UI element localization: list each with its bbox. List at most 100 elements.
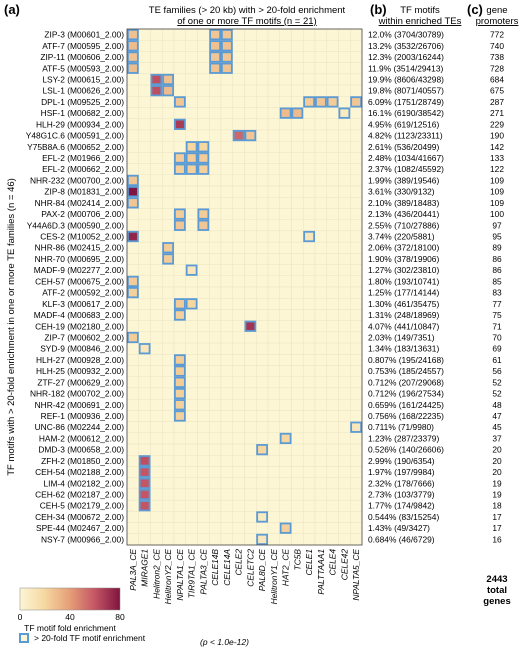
heatmap-cell (162, 163, 175, 176)
heatmap-cell (150, 264, 163, 276)
heatmap-cell (185, 286, 198, 299)
heatmap-cell (197, 466, 210, 478)
heatmap-cell (197, 455, 210, 467)
heatmap-cell (279, 376, 292, 389)
heatmap-cell (303, 511, 316, 523)
heatmap-cell (185, 533, 198, 546)
heatmap-cell (244, 488, 257, 501)
promoter-count: 684 (490, 74, 504, 84)
heatmap-cell (220, 410, 233, 422)
heatmap-cell (267, 28, 280, 41)
heatmap-cell (326, 365, 339, 377)
heatmap-cell (256, 208, 269, 220)
heatmap-cell (162, 96, 175, 108)
heatmap-cell (209, 466, 222, 478)
heatmap-cell (326, 62, 339, 75)
heatmap-cell (244, 107, 257, 119)
heatmap-cell (303, 488, 316, 501)
heatmap-cell (314, 488, 327, 501)
heatmap-cell (314, 410, 327, 422)
heatmap-cell (303, 28, 316, 41)
significance-box (127, 331, 139, 344)
heatmap-cell (150, 398, 163, 411)
heatmap-cell (126, 365, 139, 377)
heatmap-cell (185, 219, 198, 232)
significance-box (209, 51, 221, 63)
heatmap-cell (303, 163, 316, 176)
heatmap-cell (256, 140, 269, 153)
heatmap-cell (291, 365, 304, 377)
heatmap-cell (291, 421, 304, 434)
heatmap-cell (220, 253, 233, 265)
heatmap-cell (314, 107, 327, 119)
heatmap-cell (291, 466, 304, 478)
heatmap-cell (267, 466, 280, 478)
heatmap-cell (350, 152, 363, 164)
promoter-count: 47 (492, 411, 502, 421)
significance-box (232, 129, 245, 142)
significance-box (326, 96, 339, 108)
heatmap-cell (326, 387, 339, 400)
heatmap-cell (197, 365, 210, 377)
heatmap-cell (326, 264, 339, 276)
heatmap-cell (267, 219, 280, 232)
significance-box (127, 197, 139, 209)
heatmap-cell (162, 511, 175, 523)
heatmap-cell (291, 432, 304, 445)
heatmap-cell (256, 28, 269, 41)
heatmap-cell (220, 163, 233, 176)
heatmap-cell (338, 253, 351, 265)
heatmap-cell (232, 533, 245, 546)
heatmap-cell (173, 230, 186, 243)
heatmap-cell (209, 264, 222, 276)
heatmap-cell (138, 309, 151, 321)
heatmap-cell (162, 331, 175, 344)
significance-box (303, 96, 315, 108)
heatmap-cell (326, 511, 339, 523)
heatmap-cell (173, 28, 186, 41)
row-label: CEH-19 (M02180_2.00) (35, 321, 124, 331)
heatmap-cell (338, 152, 351, 164)
significance-box (279, 107, 292, 119)
motif-percent: 2.61% (536/20499) (368, 142, 439, 152)
heatmap-cell (197, 185, 210, 198)
heatmap-cell (338, 241, 351, 254)
heatmap-cell (162, 286, 175, 299)
heatmap-cell (338, 455, 351, 467)
heatmap-cell (303, 499, 316, 512)
heatmap-cell (173, 511, 186, 523)
heatmap-cell (138, 28, 151, 41)
heatmap-frame (126, 28, 363, 546)
heatmap-cell (338, 219, 351, 232)
motif-percent: 2.03% (149/7351) (368, 332, 435, 342)
heatmap-cell (338, 522, 351, 534)
motif-percent: 1.77% (174/9842) (368, 501, 435, 511)
heatmap-cell (303, 522, 316, 534)
heatmap-cell (126, 264, 139, 276)
heatmap-cell (232, 140, 245, 153)
significance-box (173, 96, 186, 108)
heatmap-cell (326, 432, 339, 445)
heatmap-cell (326, 107, 339, 119)
heatmap-cell (350, 264, 363, 276)
heatmap-cell (209, 398, 222, 411)
heatmap-cell (209, 432, 222, 445)
heatmap-cell (162, 208, 175, 220)
heatmap-cell (138, 264, 151, 276)
heatmap-cell (279, 253, 292, 265)
heatmap-cell (138, 253, 151, 265)
heatmap-cell (126, 309, 139, 321)
heatmap-cell (150, 421, 163, 434)
promoter-count-column: 7727407387286846752872712291901421331221… (490, 30, 504, 545)
heatmap-cell (126, 477, 139, 490)
motif-percent: 1.43% (49/3427) (368, 523, 430, 533)
heatmap-cell (185, 331, 198, 344)
heatmap-cell (291, 84, 304, 97)
heatmap-cell (314, 511, 327, 523)
heatmap-cell (350, 129, 363, 142)
heatmap-cell (279, 477, 292, 490)
heatmap-cell (279, 230, 292, 243)
heatmap-cell (220, 118, 233, 131)
heatmap-cell (232, 28, 245, 41)
heatmap-cell (197, 28, 210, 41)
